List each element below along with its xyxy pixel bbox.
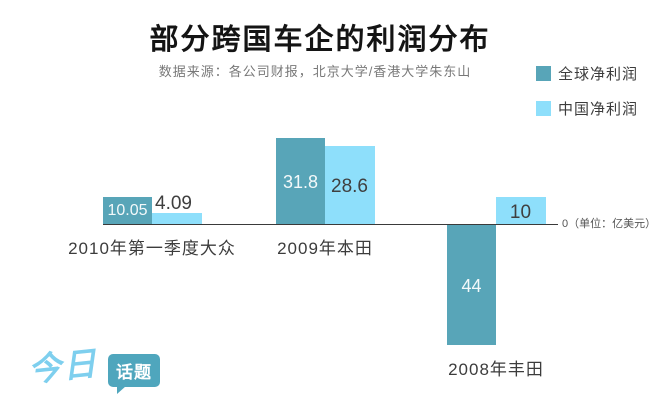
- global-profit-swatch: [536, 66, 551, 81]
- chart-legend: 全球净利润 中国净利润: [536, 63, 638, 133]
- bar-value-china-0: 4.09: [155, 193, 192, 214]
- category-label-1: 2009年本田: [277, 239, 373, 258]
- legend-label: 全球净利润: [558, 66, 639, 83]
- bar-global-1: [276, 138, 325, 224]
- bar-value-global-1: 31.8: [282, 172, 319, 192]
- zero-axis-line: [103, 224, 558, 225]
- bar-value-global-0: 10.05: [107, 202, 148, 219]
- bar-global-2: [447, 225, 496, 345]
- bar-china-0: [152, 213, 202, 224]
- bar-global-0: [103, 197, 152, 224]
- bar-value-china-2: 10: [509, 202, 532, 223]
- category-label-2: 2008年丰田: [448, 360, 544, 379]
- legend-item-china: 中国净利润: [536, 98, 638, 119]
- logo-bubble: 话题: [108, 354, 160, 394]
- page-title: 部分跨国车企的利润分布: [149, 24, 491, 56]
- bar-china-2: [496, 197, 546, 224]
- legend-item-global: 全球净利润: [536, 63, 638, 84]
- data-source-note: 数据来源：各公司财报，北京大学/香港大学朱东山: [158, 64, 472, 79]
- china-profit-swatch: [536, 101, 551, 116]
- logo-bubble-text: 话题: [116, 363, 152, 382]
- bar-value-china-1: 28.6: [331, 176, 368, 197]
- category-label-0: 2010年第一季度大众: [68, 239, 236, 258]
- logo-bubble-tail-icon: [117, 386, 126, 394]
- logo-script-text: 今日: [26, 343, 100, 389]
- bar-value-global-2: 44: [461, 276, 482, 296]
- publisher-logo: 今日 话题: [26, 343, 160, 394]
- axis-unit-label: 0（单位：亿美元）: [562, 218, 657, 230]
- bar-china-1: [325, 146, 375, 224]
- legend-label: 中国净利润: [558, 101, 639, 118]
